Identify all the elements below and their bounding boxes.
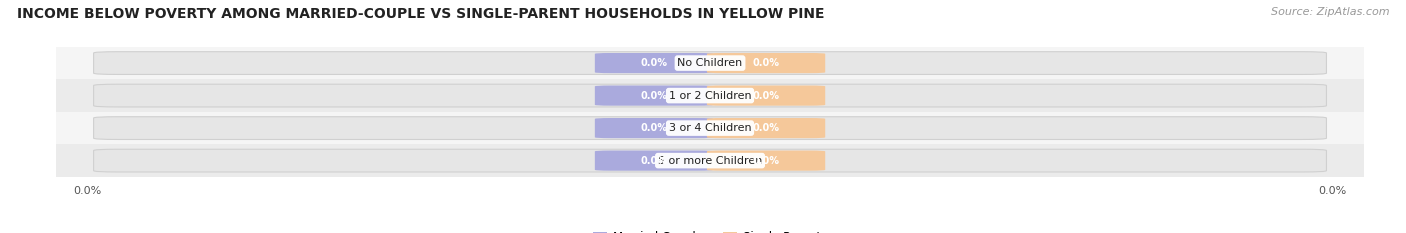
FancyBboxPatch shape [94, 149, 1326, 172]
Text: 0.0%: 0.0% [752, 91, 779, 101]
Text: Source: ZipAtlas.com: Source: ZipAtlas.com [1271, 7, 1389, 17]
Bar [56, 112, 1364, 144]
FancyBboxPatch shape [94, 52, 1326, 75]
Text: 0.0%: 0.0% [752, 58, 779, 68]
Bar [56, 47, 1364, 79]
FancyBboxPatch shape [94, 117, 1326, 140]
FancyBboxPatch shape [595, 86, 713, 106]
Bar [56, 144, 1364, 177]
FancyBboxPatch shape [595, 151, 713, 171]
Text: 0.0%: 0.0% [641, 123, 668, 133]
Text: 0.0%: 0.0% [641, 91, 668, 101]
Text: 0.0%: 0.0% [752, 156, 779, 166]
Text: 1 or 2 Children: 1 or 2 Children [669, 91, 751, 101]
Text: No Children: No Children [678, 58, 742, 68]
FancyBboxPatch shape [595, 53, 713, 73]
Text: 0.0%: 0.0% [641, 156, 668, 166]
Text: 0.0%: 0.0% [752, 123, 779, 133]
FancyBboxPatch shape [94, 84, 1326, 107]
Legend: Married Couples, Single Parents: Married Couples, Single Parents [588, 226, 832, 233]
FancyBboxPatch shape [707, 118, 825, 138]
FancyBboxPatch shape [707, 53, 825, 73]
FancyBboxPatch shape [707, 151, 825, 171]
Text: 0.0%: 0.0% [641, 58, 668, 68]
FancyBboxPatch shape [595, 118, 713, 138]
Text: 3 or 4 Children: 3 or 4 Children [669, 123, 751, 133]
FancyBboxPatch shape [707, 86, 825, 106]
Text: INCOME BELOW POVERTY AMONG MARRIED-COUPLE VS SINGLE-PARENT HOUSEHOLDS IN YELLOW : INCOME BELOW POVERTY AMONG MARRIED-COUPL… [17, 7, 824, 21]
Text: 5 or more Children: 5 or more Children [658, 156, 762, 166]
Bar [56, 79, 1364, 112]
